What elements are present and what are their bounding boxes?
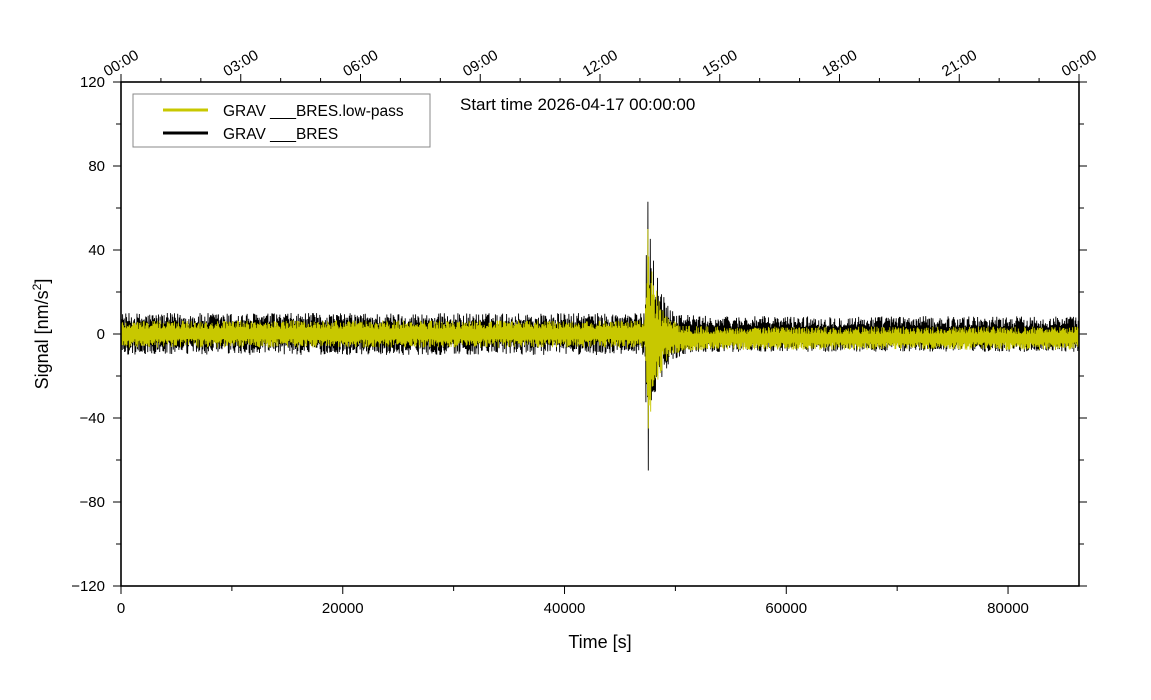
top-time-axis: 00:00 03:00 06:00 09:00 12:00 15:00 18:00 21:00… [101, 47, 1100, 82]
x-tick-label: 20000 [322, 600, 364, 617]
y-tick-label: 80 [88, 158, 105, 175]
start-time-annotation: Start time 2026-04-17 00:00:00 [460, 95, 695, 114]
legend-label-lowpass: GRAV ___BRES.low-pass [223, 103, 404, 120]
y-axis-label: Signal [nm/s2] [30, 279, 52, 390]
legend-label-raw: GRAV ___BRES [223, 126, 338, 143]
x-axis: 0 20000 40000 60000 80000 [117, 586, 1029, 617]
y-tick-label: −120 [71, 578, 105, 595]
y-axis: −120 −80 −40 0 40 80 120 [71, 74, 1087, 595]
legend: GRAV ___BRES.low-pass GRAV ___BRES [132, 93, 431, 148]
y-tick-label: 40 [88, 242, 105, 259]
x-tick-label: 80000 [987, 600, 1029, 617]
x-tick-label: 40000 [544, 600, 586, 617]
y-tick-label: −40 [80, 410, 105, 427]
series-lowpass-trace [121, 228, 1079, 429]
x-axis-label: Time [s] [568, 632, 631, 652]
y-tick-label: −80 [80, 494, 105, 511]
series-raw-trace [121, 201, 1079, 471]
y-tick-label: 120 [80, 74, 105, 91]
y-axis-label-superscript: 2 [30, 283, 44, 290]
legend-box [132, 93, 431, 148]
x-tick-label: 0 [117, 600, 125, 617]
x-tick-label: 60000 [765, 600, 807, 617]
y-tick-label: 0 [97, 326, 105, 343]
